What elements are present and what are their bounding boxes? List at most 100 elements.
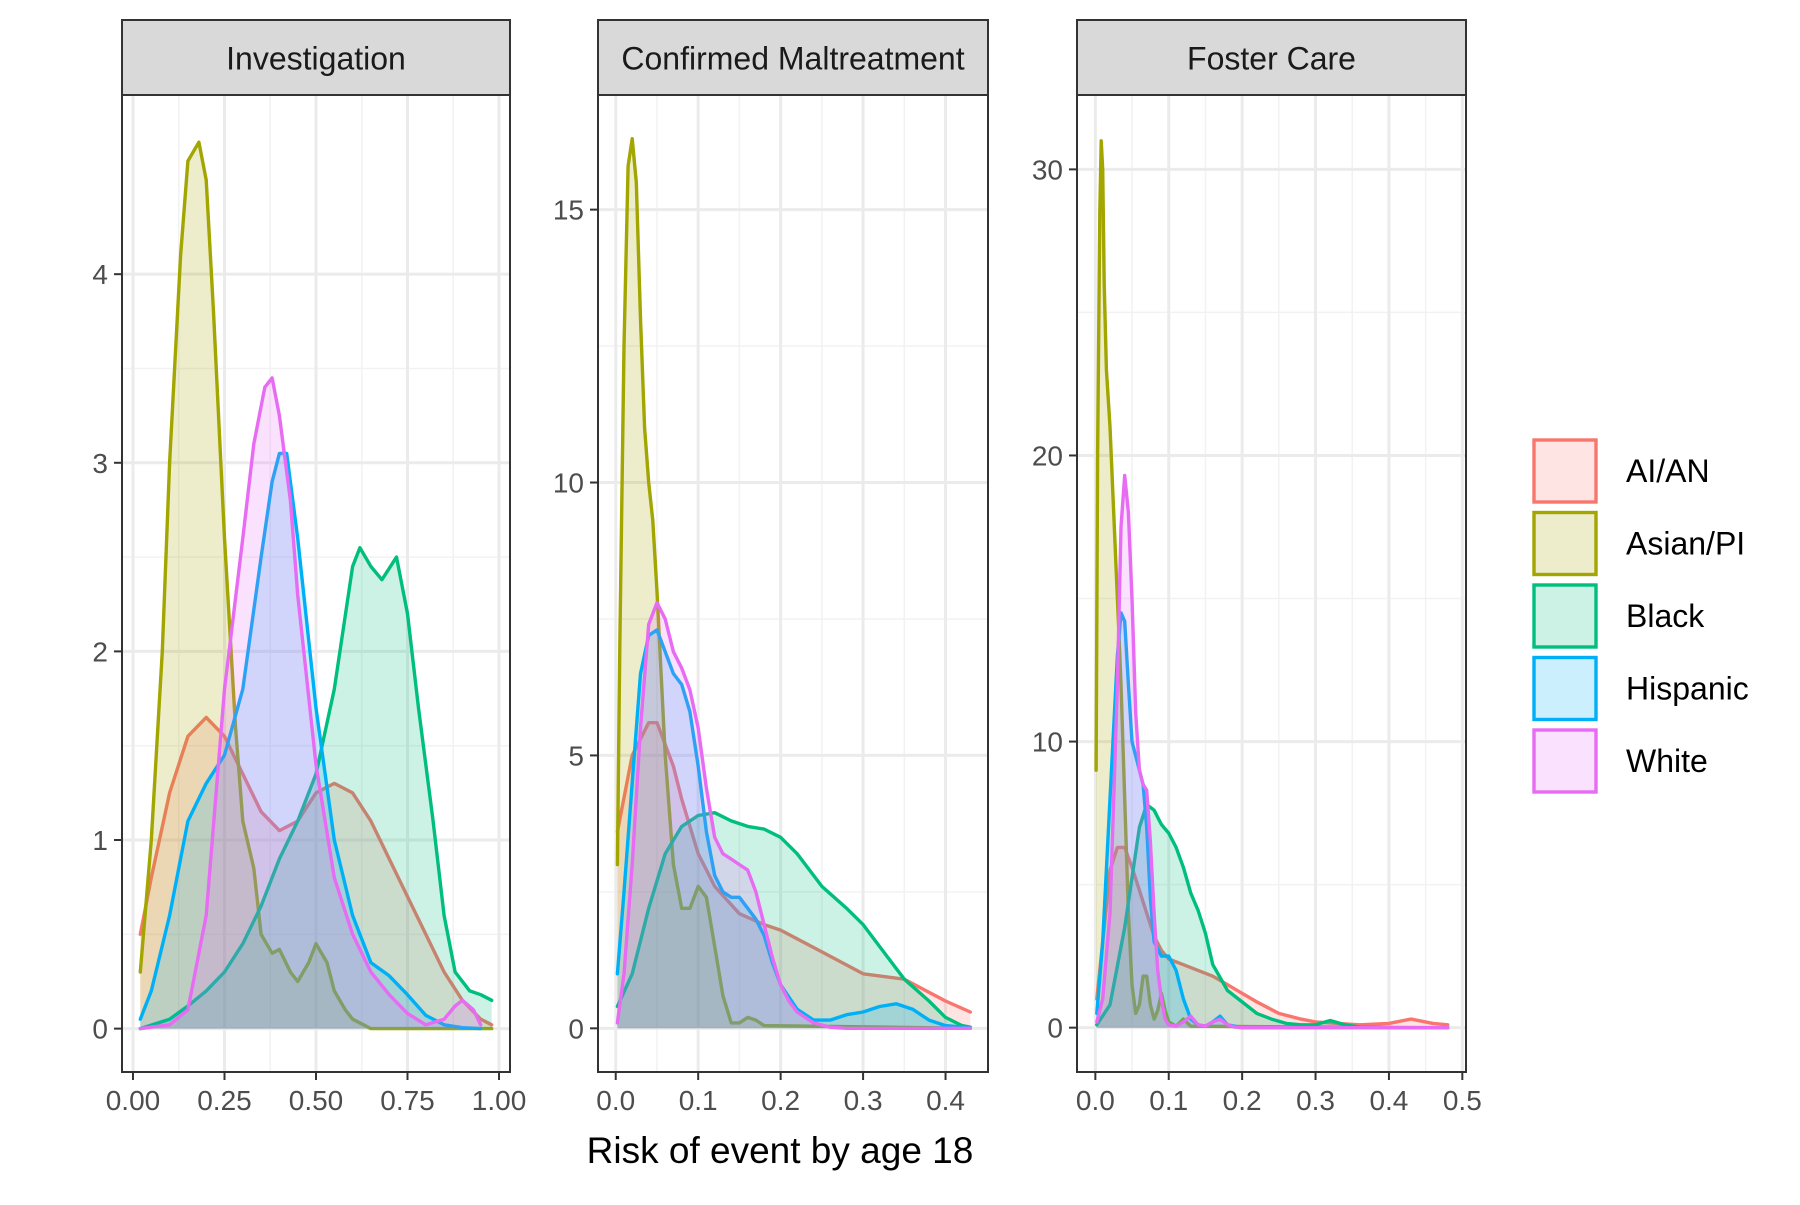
density-area-asian-pi <box>617 138 971 1029</box>
x-tick-label: 1.00 <box>472 1085 527 1116</box>
grid-investigation <box>122 95 510 1072</box>
panel-confirmed-maltreatment: Confirmed Maltreatment 0.0 0.1 0.2 0.3 0.4 0 5 1… <box>553 19 989 1116</box>
x-axis-label: Risk of event by age 18 <box>587 1130 974 1171</box>
x-tick-label: 0.5 <box>1443 1085 1482 1116</box>
y-tick-label: 2 <box>92 636 108 667</box>
x-tick-label: 0.2 <box>1223 1085 1262 1116</box>
legend: AI/AN Asian/PI Black Hispanic White <box>1532 438 1749 794</box>
x-axis-confirmed-maltreatment: 0.0 0.1 0.2 0.3 0.4 <box>596 1072 965 1116</box>
legend-key-swatch <box>1532 583 1598 649</box>
panel-investigation: Investigation 0.00 0.25 0.50 0.75 1.00 0 1 2 3 4 <box>92 19 527 1116</box>
panel-title: Foster Care <box>1187 41 1356 77</box>
density-line-asian-pi <box>1094 139 1450 1030</box>
y-tick-label: 10 <box>1032 727 1063 758</box>
x-tick-label: 0.1 <box>1149 1085 1188 1116</box>
density-line-white <box>615 600 972 1030</box>
density-line-hispanic <box>615 628 972 1030</box>
x-tick-label: 0.50 <box>289 1085 344 1116</box>
x-tick-label: 0.0 <box>1076 1085 1115 1116</box>
density-area-black <box>140 547 492 1029</box>
x-tick-label: 0.2 <box>761 1085 800 1116</box>
x-tick-label: 0.4 <box>926 1085 965 1116</box>
density-line-white <box>138 376 483 1031</box>
panel-title: Investigation <box>226 41 406 77</box>
x-tick-label: 0.00 <box>106 1085 161 1116</box>
density-area-white <box>1096 475 1448 1028</box>
strip-investigation: Investigation <box>121 19 511 96</box>
y-axis-confirmed-maltreatment: 0 5 10 15 <box>553 195 598 1044</box>
legend-label: Black <box>1626 598 1705 634</box>
density-line-black <box>138 546 494 1031</box>
x-tick-label: 0.1 <box>679 1085 718 1116</box>
strip-background <box>121 19 511 96</box>
series-group-foster-care <box>1094 139 1450 1030</box>
x-axis-investigation: 0.00 0.25 0.50 0.75 1.00 <box>106 1072 527 1116</box>
legend-entry-hispanic: Hispanic <box>1532 655 1749 722</box>
density-line-asian-pi <box>138 140 494 1031</box>
density-area-white <box>140 377 481 1029</box>
y-tick-label: 3 <box>92 448 108 479</box>
x-axis-foster-care: 0.0 0.1 0.2 0.3 0.4 0.5 <box>1076 1072 1482 1116</box>
legend-key-swatch <box>1532 655 1598 722</box>
density-area-white <box>617 602 971 1029</box>
density-line-asian-pi <box>615 137 972 1030</box>
x-tick-label: 0.75 <box>380 1085 435 1116</box>
density-area-black <box>1096 804 1448 1028</box>
density-line-white <box>1095 473 1450 1030</box>
density-area-hispanic <box>1096 612 1448 1028</box>
y-tick-label: 30 <box>1032 154 1063 185</box>
series-group-confirmed-maltreatment <box>615 137 972 1030</box>
density-area-asian-pi <box>140 142 492 1029</box>
density-area-ai-an <box>1096 847 1448 1028</box>
panel-foster-care: Foster Care 0.0 0.1 0.2 0.3 0.4 0.5 0 10 20 30 <box>1032 19 1482 1116</box>
density-area-ai-an <box>140 717 492 1029</box>
legend-label: Hispanic <box>1626 671 1749 707</box>
y-tick-label: 5 <box>568 740 584 771</box>
legend-key-swatch <box>1532 728 1598 794</box>
series-group-investigation <box>138 140 494 1031</box>
density-area-hispanic <box>617 629 971 1029</box>
y-axis-investigation: 0 1 2 3 4 <box>92 259 122 1045</box>
legend-label: Asian/PI <box>1626 526 1745 562</box>
density-area-ai-an <box>617 722 971 1029</box>
x-tick-label: 0.3 <box>1296 1085 1335 1116</box>
legend-entry-asian-pi: Asian/PI <box>1532 510 1745 577</box>
y-tick-label: 4 <box>92 259 108 290</box>
legend-key-bg <box>1532 510 1598 577</box>
density-line-black <box>615 811 972 1029</box>
legend-key-bg <box>1532 728 1598 794</box>
strip-confirmed-maltreatment: Confirmed Maltreatment <box>597 19 989 96</box>
legend-key-bg <box>1532 655 1598 722</box>
strip-background <box>597 19 989 96</box>
y-tick-label: 0 <box>1047 1013 1063 1044</box>
legend-entry-white: White <box>1532 728 1708 794</box>
panel-title: Confirmed Maltreatment <box>621 41 964 77</box>
x-tick-label: 0.0 <box>596 1085 635 1116</box>
legend-label: White <box>1626 743 1708 779</box>
x-tick-label: 0.3 <box>844 1085 883 1116</box>
x-tick-label: 0.25 <box>197 1085 252 1116</box>
density-line-ai-an <box>138 715 494 1027</box>
y-tick-label: 10 <box>553 468 584 499</box>
strip-foster-care: Foster Care <box>1076 19 1467 96</box>
y-axis-foster-care: 0 10 20 30 <box>1032 154 1077 1044</box>
density-area-hispanic <box>140 453 481 1029</box>
x-tick-label: 0.4 <box>1369 1085 1408 1116</box>
y-tick-label: 1 <box>92 825 108 856</box>
legend-key-swatch <box>1532 510 1598 577</box>
legend-entry-black: Black <box>1532 583 1705 649</box>
strip-background <box>1076 19 1467 96</box>
density-line-ai-an <box>615 721 972 1014</box>
density-area-black <box>617 812 971 1029</box>
legend-label: AI/AN <box>1626 453 1710 489</box>
legend-key-bg <box>1532 583 1598 649</box>
y-tick-label: 15 <box>553 195 584 226</box>
legend-key-swatch <box>1532 438 1598 504</box>
legend-key-bg <box>1532 438 1598 504</box>
y-tick-label: 20 <box>1032 440 1063 471</box>
density-line-hispanic <box>138 451 483 1031</box>
y-tick-label: 0 <box>568 1013 584 1044</box>
y-tick-label: 0 <box>92 1014 108 1045</box>
